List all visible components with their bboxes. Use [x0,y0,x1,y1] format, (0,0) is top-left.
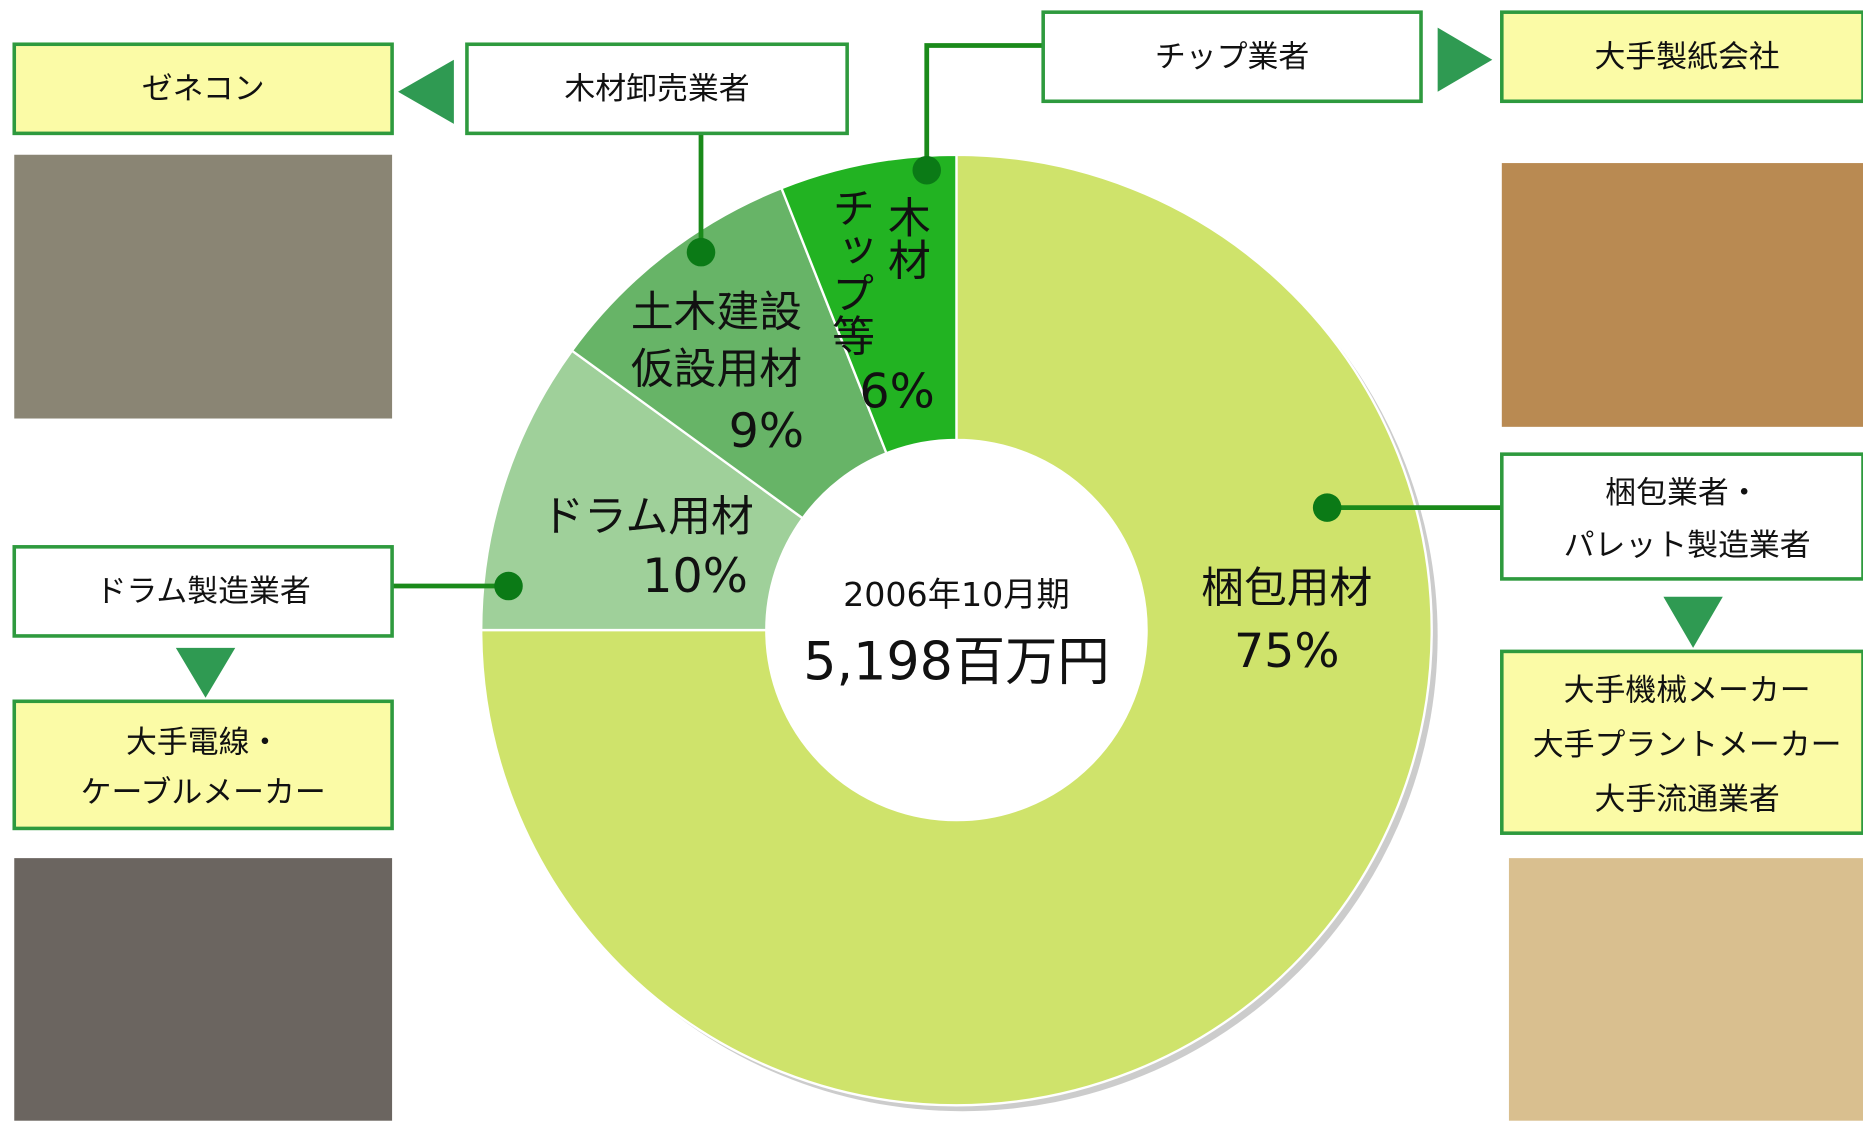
center-period: 2006年10月期 [843,575,1070,614]
value-label: 10% [642,549,748,604]
segment-label: 梱包用材 [1201,563,1372,613]
center-total: 5,198百万円 [803,632,1109,693]
arrow-right [1437,27,1493,92]
box [1500,452,1863,581]
value-label: 9% [729,404,804,459]
segment-label: 仮設用材 [631,345,802,395]
boxes: ゼネコン 木材卸売業者 チップ業者 大手製紙会社 ドラム製造業者 大手電線・ ケ… [12,10,1863,835]
dot [1312,493,1342,522]
segment-label: ドラム用材 [541,492,754,542]
box-text: 大手プラントメーカー [1533,727,1842,763]
box-text: 大手流通業者 [1595,782,1780,818]
arrows [175,27,1723,698]
segment-label: 木材 [880,195,930,281]
box [1041,10,1423,104]
connectors [392,43,1503,601]
box-text: 大手機械メーカー [1564,672,1811,708]
box-text: パレット製造業者 [1564,527,1811,563]
box [12,42,394,136]
photos [14,154,1863,1121]
box [12,545,394,638]
box [1500,649,1863,835]
arrow-down [1663,596,1723,648]
box-text: ケーブルメーカー [81,774,326,810]
box-text: 大手製紙会社 [1595,39,1780,75]
connector [924,43,1044,171]
box-text: 大手電線・ [126,725,280,761]
dot [912,155,942,185]
value-label: 6% [859,365,934,420]
dot [494,571,523,601]
segment-label: 土木建設 [631,288,802,338]
box-text: 梱包業者・ [1605,475,1759,511]
photo-crates [1501,163,1863,427]
box-text: ドラム製造業者 [96,574,311,610]
value-label: 75% [1234,624,1340,679]
box-text: チップ業者 [1155,39,1309,75]
photo-construction [14,154,393,419]
box-text: 木材卸売業者 [564,71,749,107]
box [465,42,849,136]
segment-label: チップ等 [825,186,875,357]
dot [686,237,716,267]
donut-hole [766,439,1147,821]
photo-pallets [1508,858,1863,1121]
box [1500,10,1863,104]
box-text: ゼネコン [142,71,265,107]
arrow-down [175,647,236,698]
box [12,699,394,831]
photo-cable-drums [14,858,393,1121]
arrow-left [398,59,454,124]
